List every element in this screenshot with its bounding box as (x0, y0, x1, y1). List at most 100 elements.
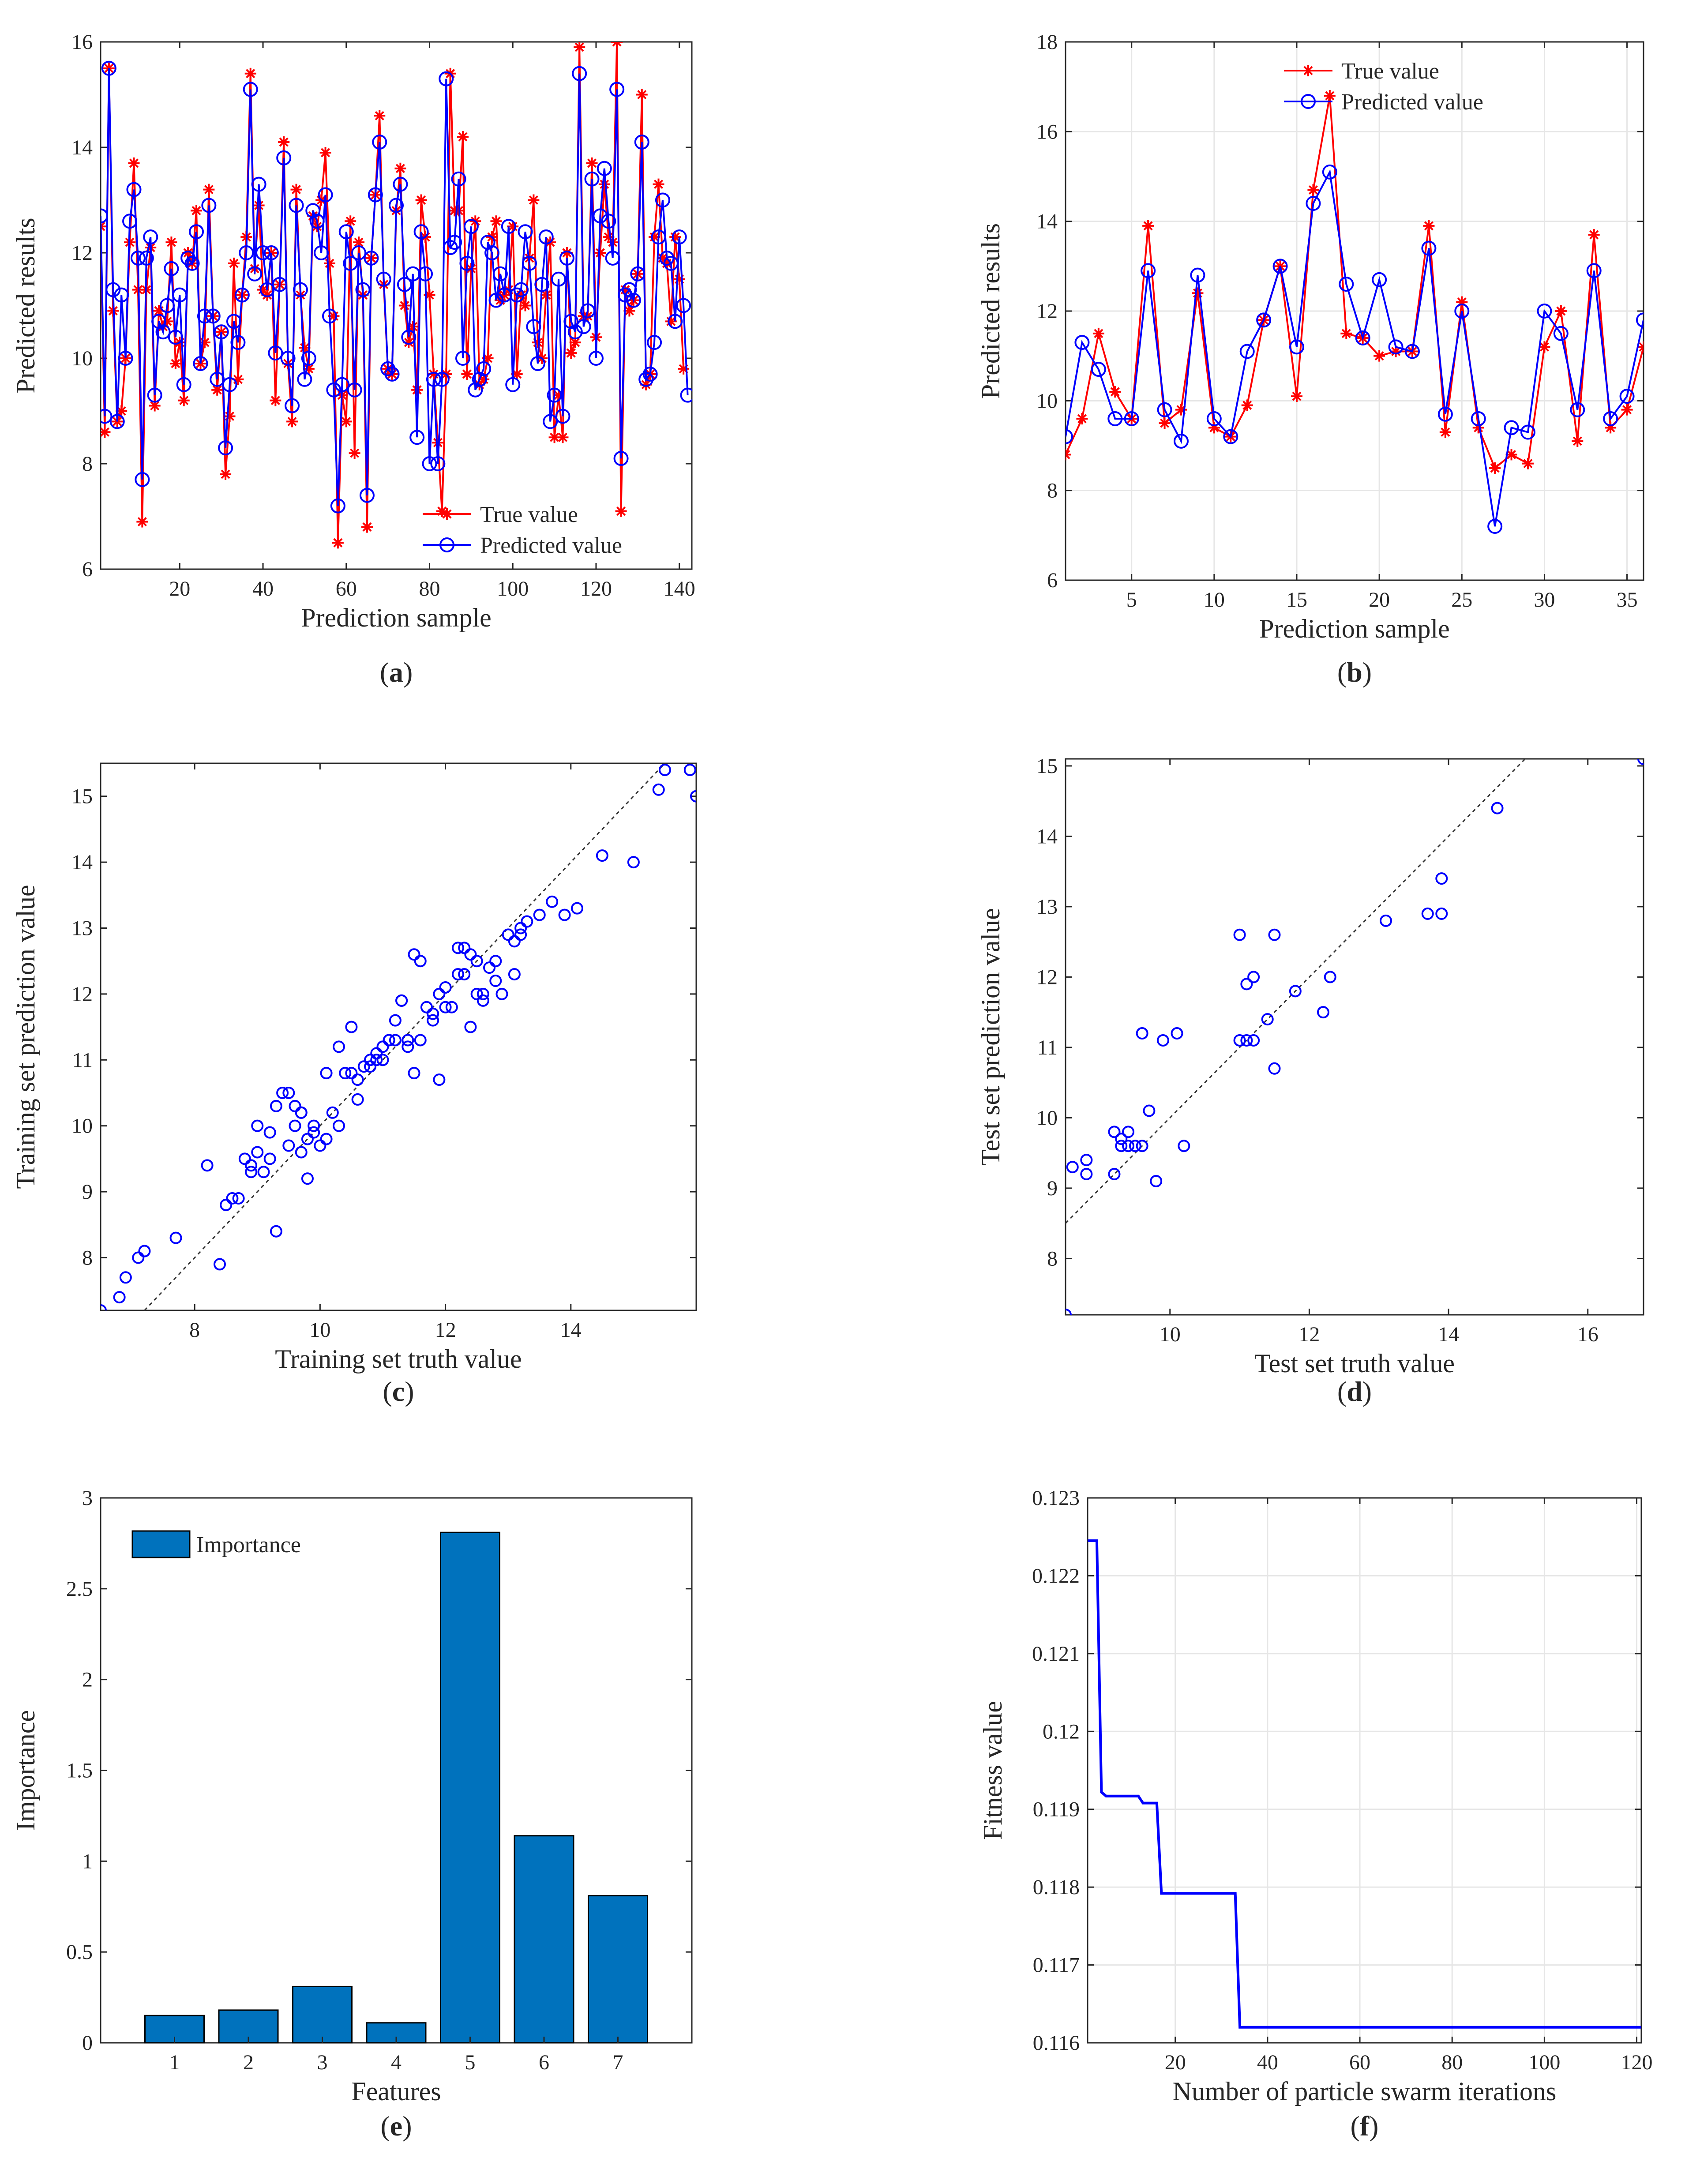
predicted-value-point (309, 214, 325, 229)
predicted-value-point (389, 198, 404, 213)
predicted-value-point (301, 351, 316, 366)
scatter-point (395, 994, 408, 1007)
scatter-point (414, 955, 427, 968)
scatter-point (508, 935, 521, 948)
y-tick-label: 0.117 (1033, 1954, 1080, 1977)
panel-caption-letter: a (389, 657, 403, 688)
predicted-value-point (480, 235, 495, 250)
predicted-value-point (105, 282, 121, 297)
y-tick-label: 14 (1036, 825, 1058, 848)
scatter-point (238, 1152, 251, 1165)
predicted-value-point (259, 282, 275, 297)
predicted-value-point (468, 382, 483, 398)
predicted-value-point (376, 271, 391, 287)
true-value-point (432, 437, 444, 449)
chart-panel-b: 5 10 15 20 25 30 35 6 8 10 12 14 16 18 Prediction samp… (976, 30, 1644, 688)
scatter-point (470, 987, 483, 1000)
x-tick-label: 10 (1160, 1323, 1181, 1346)
scatter-point (251, 1119, 264, 1132)
plot-marks (1066, 759, 1644, 1315)
scatter-point (1171, 1027, 1183, 1040)
predicted-value-point (101, 409, 113, 424)
x-tick-label: 4 (391, 2051, 402, 2074)
scatter-point (276, 1086, 289, 1099)
scatter-point (214, 1258, 226, 1271)
predicted-value-point (455, 351, 470, 366)
scatter-point (558, 908, 571, 921)
x-tick-label: 7 (613, 2051, 623, 2074)
predicted-value-point (289, 198, 304, 213)
scatter-point (402, 1040, 414, 1053)
true-value-point (1241, 399, 1253, 411)
importance-bar (440, 1531, 500, 2044)
x-tick-label: 80 (1441, 2051, 1463, 2074)
true-value-point (398, 300, 410, 311)
predicted-value-point (1372, 272, 1387, 287)
true-value-point (1291, 390, 1302, 402)
true-value-point (149, 400, 161, 412)
true-value-point (619, 284, 631, 296)
plot-marks (1066, 90, 1644, 534)
true-value-point (1456, 296, 1468, 308)
true-value-point (1505, 449, 1517, 461)
scatter-point (383, 1034, 395, 1047)
series-line-predicted-value (1066, 169, 1644, 527)
predicted-value-point (193, 356, 208, 371)
true-value-point (349, 447, 360, 459)
true-value-point (394, 162, 406, 174)
true-value-point (261, 289, 273, 301)
true-value-point (615, 505, 627, 517)
x-axis-title: Prediction sample (1259, 614, 1450, 643)
scatter-point (282, 1086, 295, 1099)
predicted-value-point (572, 66, 587, 81)
true-value-point (1621, 404, 1633, 416)
predicted-value-point (147, 387, 162, 403)
x-tick-label: 40 (1257, 2051, 1278, 2074)
predicted-value-point (318, 187, 333, 203)
true-value-point (1539, 341, 1550, 353)
y-tick-label: 0.123 (1032, 1486, 1080, 1510)
predicted-value-point (492, 266, 508, 281)
predicted-value-point (276, 150, 292, 165)
y-axis-title: Training set prediction value (11, 885, 40, 1189)
scatter-point (220, 1198, 233, 1211)
predicted-value-point (343, 255, 358, 271)
panel-caption-close: ) (403, 657, 413, 688)
scatter-point (251, 1146, 264, 1159)
predicted-value-point (1124, 411, 1139, 426)
legend-swatch (131, 1530, 191, 1558)
predicted-value-point (239, 245, 254, 260)
true-value-point (540, 289, 552, 301)
plot-area-frame (1087, 1497, 1642, 2044)
panel-caption-open: ( (383, 1376, 392, 1407)
scatter-point (445, 1001, 458, 1013)
true-value-point (211, 384, 223, 396)
scatter-point (226, 1192, 239, 1205)
y-tick-label: 0.12 (1043, 1720, 1080, 1743)
scatter-point (1066, 1161, 1079, 1174)
predicted-value-point (451, 171, 466, 187)
predicted-value-point (1421, 240, 1437, 256)
scatter-point (1233, 1034, 1246, 1047)
scatter-point (201, 1159, 214, 1172)
predicted-value-point (251, 176, 266, 192)
scatter-point (1289, 985, 1302, 998)
scatter-point (627, 856, 640, 869)
panel-caption-open: ( (380, 657, 389, 688)
true-value-point (1175, 404, 1187, 416)
predicted-value-point (164, 261, 179, 276)
true-value-point (1439, 426, 1451, 438)
predicted-value-point (214, 324, 229, 340)
y-tick-label: 10 (1036, 1106, 1058, 1130)
predicted-value-point (1405, 344, 1420, 359)
y-axis-title: Predicted results (976, 223, 1005, 399)
true-value-point (303, 363, 315, 375)
x-axis-title: Prediction sample (301, 603, 492, 632)
scatter-point (683, 763, 696, 776)
true-value-point (461, 368, 473, 380)
predicted-value-point (663, 255, 679, 271)
true-value-point (191, 205, 203, 217)
x-tick-label: 60 (1349, 2051, 1370, 2074)
predicted-value-point (126, 182, 142, 197)
